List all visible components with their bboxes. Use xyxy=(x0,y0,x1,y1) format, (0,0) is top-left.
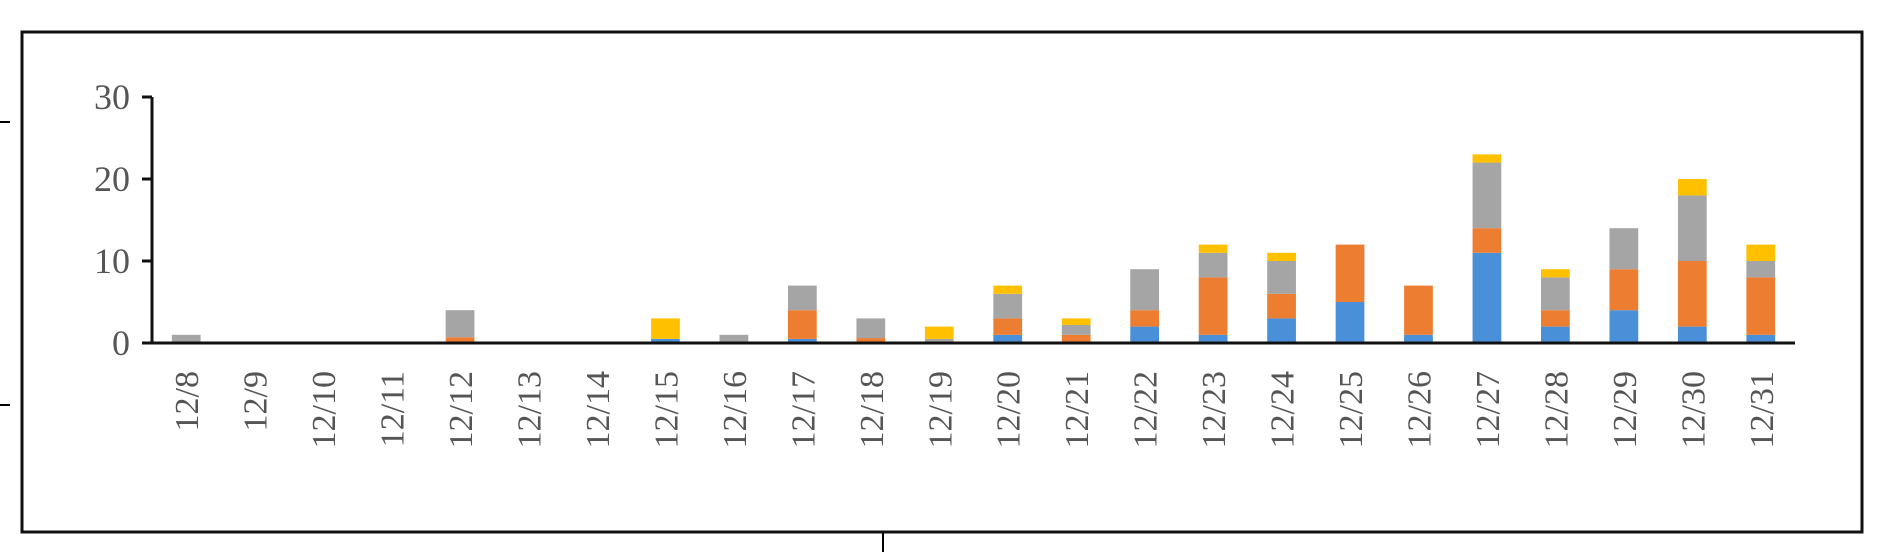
bar-segment-series-4 xyxy=(1472,154,1502,163)
bar-segment-series-1 xyxy=(787,338,817,343)
bar-segment-series-1 xyxy=(1404,334,1433,343)
bar-segment-series-2 xyxy=(1267,293,1296,319)
bar-segment-series-3 xyxy=(1677,195,1707,261)
y-tick-label: 20 xyxy=(94,159,130,199)
bar-segment-series-1 xyxy=(1267,318,1296,343)
bar-segment-series-2 xyxy=(1404,285,1433,335)
bar-segment-series-3 xyxy=(1267,261,1296,294)
bar-segment-series-1 xyxy=(1609,310,1639,343)
x-tick-label: 12/18 xyxy=(854,371,891,448)
x-tick-label: 12/21 xyxy=(1059,371,1096,448)
bar-segment-series-1 xyxy=(1335,302,1365,343)
bar-segment-series-2 xyxy=(1335,244,1365,302)
bar-segment-series-2 xyxy=(1061,334,1091,343)
x-tick-label: 12/8 xyxy=(169,371,206,431)
x-tick-label: 12/11 xyxy=(375,371,412,447)
bar-segment-series-4 xyxy=(1267,252,1296,261)
bar-segment-series-2 xyxy=(1677,261,1707,327)
bar-segment-series-1 xyxy=(993,334,1023,343)
bar-segment-series-2 xyxy=(993,318,1023,335)
bar-segment-series-4 xyxy=(651,318,680,339)
chart-axes xyxy=(142,95,1795,345)
x-tick-label: 12/14 xyxy=(580,371,617,448)
bar-segment-series-3 xyxy=(787,285,817,311)
x-tick-label: 12/20 xyxy=(991,371,1028,448)
bar-segment-series-1 xyxy=(1541,326,1570,343)
bar-segment-series-3 xyxy=(445,310,475,338)
bar-segment-series-3 xyxy=(1130,269,1160,311)
bar-segment-series-2 xyxy=(1198,277,1228,335)
x-tick-label: 12/19 xyxy=(922,371,959,448)
y-tick-label: 30 xyxy=(94,77,130,117)
x-tick-label: 12/15 xyxy=(648,371,685,448)
bar-segment-series-3 xyxy=(1061,324,1091,335)
bar-segment-series-3 xyxy=(1541,277,1570,311)
bar-segment-series-3 xyxy=(1198,252,1228,278)
bar-segment-series-1 xyxy=(1746,334,1776,343)
bar-segment-series-1 xyxy=(1472,252,1502,343)
x-tick-label: 12/31 xyxy=(1744,371,1781,448)
bar-segment-series-4 xyxy=(1746,244,1776,261)
bar-segment-series-3 xyxy=(924,338,954,343)
bar-segment-series-3 xyxy=(719,334,749,343)
x-tick-label: 12/30 xyxy=(1675,371,1712,448)
bar-segment-series-2 xyxy=(1746,277,1776,335)
x-tick-label: 12/27 xyxy=(1470,371,1507,448)
bar-segment-series-3 xyxy=(1746,261,1776,278)
bar-segment-series-2 xyxy=(1609,269,1639,311)
x-tick-label: 12/10 xyxy=(306,371,343,448)
x-tick-label: 12/26 xyxy=(1401,371,1438,448)
x-tick-label: 12/23 xyxy=(1196,371,1233,448)
x-tick-label: 12/9 xyxy=(238,371,275,431)
chart-marks xyxy=(171,154,1776,343)
x-tick-label: 12/29 xyxy=(1607,371,1644,448)
x-tick-label: 12/24 xyxy=(1265,371,1302,448)
bar-segment-series-3 xyxy=(1609,228,1639,270)
x-tick-label: 12/28 xyxy=(1538,371,1575,448)
bar-segment-series-2 xyxy=(787,310,817,339)
bar-segment-series-2 xyxy=(1130,310,1160,327)
bar-segment-series-1 xyxy=(651,338,680,343)
bar-segment-series-2 xyxy=(1541,310,1570,327)
bar-segment-series-4 xyxy=(1677,179,1707,196)
x-tick-label: 12/25 xyxy=(1333,371,1370,448)
bar-segment-series-4 xyxy=(924,326,954,339)
y-tick-label: 0 xyxy=(112,323,130,363)
bar-segment-series-3 xyxy=(856,318,886,339)
bar-segment-series-1 xyxy=(1130,326,1160,343)
bar-segment-series-3 xyxy=(171,334,201,343)
x-tick-label: 12/22 xyxy=(1128,371,1165,448)
bar-segment-series-4 xyxy=(1541,269,1570,278)
bar-segment-series-4 xyxy=(1198,244,1228,253)
y-tick-label: 10 xyxy=(94,241,130,281)
chart-labels: 0 10 20 30 12/8 12/9 12/10 12/11 12/12 12/13 12/14… xyxy=(94,77,1781,448)
bar-segment-series-1 xyxy=(1677,326,1707,343)
x-tick-label: 12/12 xyxy=(443,371,480,448)
chart-frame xyxy=(20,30,1864,534)
x-tick-label: 12/16 xyxy=(717,371,754,448)
bar-segment-series-2 xyxy=(856,338,886,343)
bar-segment-series-2 xyxy=(1472,228,1502,253)
x-tick-label: 12/17 xyxy=(785,371,822,448)
bar-segment-series-4 xyxy=(993,285,1023,294)
bar-segment-series-3 xyxy=(1472,162,1502,229)
bar-segment-series-3 xyxy=(993,293,1023,319)
x-tick-label: 12/13 xyxy=(512,371,549,448)
bar-segment-series-2 xyxy=(445,337,475,343)
bar-segment-series-1 xyxy=(1198,334,1228,343)
bar-segment-series-4 xyxy=(1061,318,1091,325)
